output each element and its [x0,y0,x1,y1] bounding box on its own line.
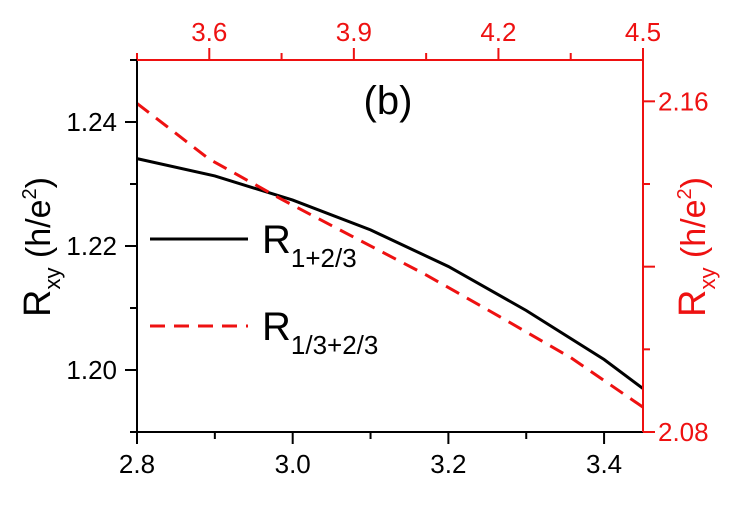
x-top-tick-label: 4.2 [480,17,516,47]
axis-label-sub: xy [40,268,65,290]
x-bottom-tick-label: 3.4 [586,449,622,479]
x-top-tick-label: 3.9 [336,17,372,47]
axis-label-unit: (h/e [20,199,58,267]
x-top-tick-label: 4.5 [625,17,661,47]
axis-label-main: R [672,290,714,317]
y-left-tick-label: 1.24 [66,107,117,137]
x-bottom-tick-label: 3.2 [430,449,466,479]
axis-label-sub: xy [695,268,720,290]
legend-label-main: R [262,305,291,349]
axis-label-sup: 2 [19,188,41,199]
series-line-2 [136,102,644,409]
legend-label-main: R [262,218,291,262]
y-right-tick-label: 2.08 [658,417,709,447]
legend-label-sub: 1+2/3 [291,243,357,273]
legend-label-2: R1/3+2/3 [262,305,378,360]
axis-label-unit: (h/e [675,199,713,267]
axis-label-main: R [17,290,59,317]
axis-label-sup: 2 [674,188,696,199]
axis-label-unit-close: ) [20,177,58,188]
legend-label-sub: 1/3+2/3 [291,330,378,360]
x-top-tick-label: 3.6 [191,17,227,47]
y-right-label: Rxy (h/e2) [672,177,720,317]
y-left-tick-label: 1.22 [66,231,117,261]
panel-label: (b) [364,79,413,123]
y-left-tick-label: 1.20 [66,355,117,385]
y-right-tick-label: 2.16 [658,86,709,116]
x-bottom-tick-label: 2.8 [119,449,155,479]
x-bottom-tick-label: 3.0 [275,449,311,479]
axis-label-unit-close: ) [675,177,713,188]
legend-label-1: R1+2/3 [262,218,357,273]
y-left-label: Rxy (h/e2) [17,177,65,317]
series-line-1 [136,157,644,390]
